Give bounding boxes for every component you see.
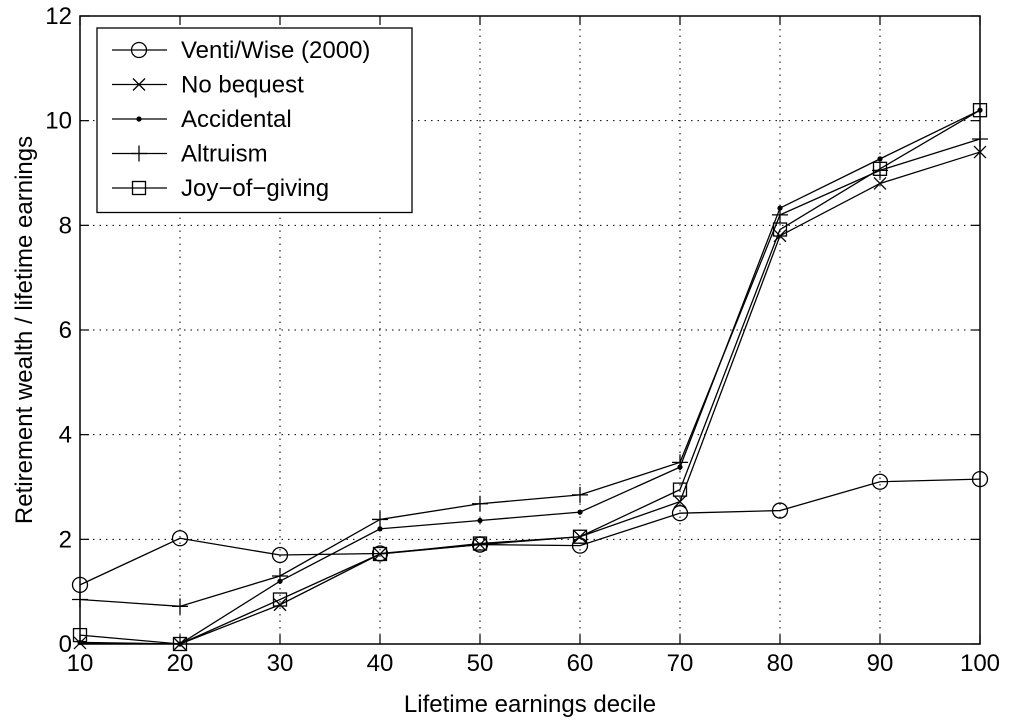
data-point-plus xyxy=(372,511,388,528)
series-line xyxy=(79,478,981,586)
y-tick-label: 10 xyxy=(45,108,72,135)
data-point-circle xyxy=(671,505,689,522)
data-point-plus xyxy=(472,495,488,512)
legend-marker-dot xyxy=(136,116,142,122)
y-axis-label: Retirement wealth / lifetime earnings xyxy=(11,136,38,524)
data-point-square xyxy=(672,482,688,497)
legend-marker-circle xyxy=(130,41,148,59)
data-point-plus xyxy=(272,567,288,584)
data-point-circle xyxy=(571,537,589,554)
series-line xyxy=(79,109,981,645)
legend-box xyxy=(96,27,413,214)
data-point-plus xyxy=(672,454,688,471)
data-point-square xyxy=(772,222,788,237)
legend-item: Venti/Wise (2000) xyxy=(112,37,370,64)
data-point-plus xyxy=(172,598,188,615)
series-line xyxy=(79,138,981,607)
x-tick-label: 70 xyxy=(667,650,694,677)
legend-item: Altruism xyxy=(112,141,268,168)
x-tick-label: 100 xyxy=(960,650,1000,677)
y-tick-label: 4 xyxy=(59,422,72,449)
legend-label: Joy−of−giving xyxy=(181,175,329,202)
x-axis-label: Lifetime earnings decile xyxy=(404,691,656,718)
x-tick-label: 80 xyxy=(767,650,794,677)
y-tick-label: 6 xyxy=(59,317,72,344)
data-point-circle xyxy=(871,473,889,490)
x-tick-label: 40 xyxy=(367,650,394,677)
data-point-square xyxy=(472,536,488,551)
data-point-circle xyxy=(171,530,189,547)
y-tick-label: 8 xyxy=(59,212,72,239)
series-line xyxy=(79,151,981,645)
x-tick-label: 20 xyxy=(167,650,194,677)
legend-label: Accidental xyxy=(181,106,292,133)
series-circle xyxy=(71,470,989,594)
data-point-x xyxy=(473,538,487,552)
legend-marker-square xyxy=(131,180,147,196)
series-x xyxy=(73,145,987,651)
series-plus xyxy=(72,130,988,615)
data-point-square xyxy=(372,546,388,562)
data-point-dot xyxy=(577,509,583,515)
legend-item: Accidental xyxy=(112,106,292,133)
data-point-circle xyxy=(271,546,289,564)
x-tick-label: 90 xyxy=(867,650,894,677)
y-tick-label: 12 xyxy=(45,3,72,30)
legend-item: No bequest xyxy=(112,72,304,99)
y-tick-label: 0 xyxy=(59,631,72,658)
series-line xyxy=(79,109,981,645)
series-square xyxy=(72,103,988,652)
data-point-x xyxy=(673,495,687,509)
data-point-square xyxy=(572,529,588,544)
data-point-x xyxy=(873,177,887,190)
x-tick-label: 50 xyxy=(467,650,494,677)
x-tick-label: 10 xyxy=(67,650,94,677)
data-point-plus xyxy=(572,486,588,503)
y-tick-label: 2 xyxy=(59,526,72,553)
data-point-square xyxy=(272,592,288,607)
data-point-square xyxy=(872,161,888,176)
axis-ticks: 10 20 30 40 50 60 70 80 90 100 0 2 4 6 8 10 12 xyxy=(45,3,1000,677)
legend: Venti/Wise (2000) No bequest Accidental Alt… xyxy=(96,27,413,214)
data-point-dot xyxy=(477,517,483,524)
legend-item: Joy−of−giving xyxy=(112,175,329,202)
x-tick-label: 30 xyxy=(267,650,294,677)
data-point-dot xyxy=(377,526,383,532)
data-point-dot xyxy=(877,156,883,162)
legend-marker-x xyxy=(132,78,146,91)
data-point-plus xyxy=(772,206,788,223)
legend-label: Venti/Wise (2000) xyxy=(181,37,370,64)
legend-label: Altruism xyxy=(181,141,268,168)
x-tick-label: 60 xyxy=(567,650,594,677)
legend-label: No bequest xyxy=(181,72,304,99)
data-point-circle xyxy=(771,502,789,519)
legend-marker-plus xyxy=(131,145,147,162)
